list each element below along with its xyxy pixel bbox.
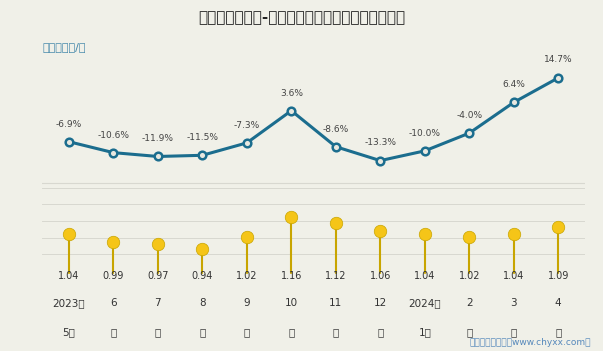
Text: 8: 8 (199, 298, 206, 308)
Text: 月: 月 (555, 327, 561, 337)
Text: 月: 月 (377, 327, 384, 337)
Text: 1.16: 1.16 (280, 271, 302, 281)
Text: 1月: 1月 (418, 327, 431, 337)
Text: -7.3%: -7.3% (234, 121, 260, 130)
Text: 单位：万元/吨: 单位：万元/吨 (42, 42, 86, 52)
Text: 6.4%: 6.4% (502, 80, 525, 89)
Text: 月: 月 (155, 327, 161, 337)
Text: -4.0%: -4.0% (456, 111, 482, 120)
Text: 0.99: 0.99 (103, 271, 124, 281)
Text: 7: 7 (154, 298, 161, 308)
Text: 月: 月 (244, 327, 250, 337)
Text: 制图：智研咨询（www.chyxx.com）: 制图：智研咨询（www.chyxx.com） (470, 338, 591, 347)
Text: 5月: 5月 (63, 327, 75, 337)
Text: 1.04: 1.04 (414, 271, 435, 281)
Text: 1.04: 1.04 (503, 271, 525, 281)
Text: 11: 11 (329, 298, 343, 308)
Text: 月: 月 (288, 327, 294, 337)
Text: 1.12: 1.12 (325, 271, 347, 281)
Text: 0.97: 0.97 (147, 271, 169, 281)
Text: 月: 月 (466, 327, 472, 337)
Text: 10: 10 (285, 298, 298, 308)
Text: 9: 9 (244, 298, 250, 308)
Text: -10.0%: -10.0% (409, 129, 441, 138)
Text: 月: 月 (333, 327, 339, 337)
Text: 3: 3 (510, 298, 517, 308)
Text: -6.9%: -6.9% (55, 120, 82, 128)
Text: 1.04: 1.04 (58, 271, 80, 281)
Text: -8.6%: -8.6% (323, 125, 349, 134)
Text: 3.6%: 3.6% (280, 88, 303, 98)
Text: 2023年: 2023年 (52, 298, 85, 308)
Text: 2: 2 (466, 298, 473, 308)
Text: 6: 6 (110, 298, 117, 308)
Text: 月: 月 (511, 327, 517, 337)
Text: 1.02: 1.02 (236, 271, 257, 281)
Text: 14.7%: 14.7% (544, 54, 572, 64)
Text: 12: 12 (374, 298, 387, 308)
Text: 1.02: 1.02 (458, 271, 480, 281)
Text: 近一年大宗商品-氟化铝月末价格及同比增幅统计图: 近一年大宗商品-氟化铝月末价格及同比增幅统计图 (198, 11, 405, 26)
Text: -10.6%: -10.6% (97, 131, 130, 139)
Text: -13.3%: -13.3% (364, 139, 396, 147)
Text: 4: 4 (555, 298, 561, 308)
Text: 1.06: 1.06 (370, 271, 391, 281)
Text: -11.5%: -11.5% (186, 133, 218, 142)
Text: 月: 月 (199, 327, 206, 337)
Text: 1.09: 1.09 (548, 271, 569, 281)
Text: 0.94: 0.94 (192, 271, 213, 281)
Text: -11.9%: -11.9% (142, 134, 174, 143)
Text: 月: 月 (110, 327, 116, 337)
Text: 2024年: 2024年 (408, 298, 441, 308)
